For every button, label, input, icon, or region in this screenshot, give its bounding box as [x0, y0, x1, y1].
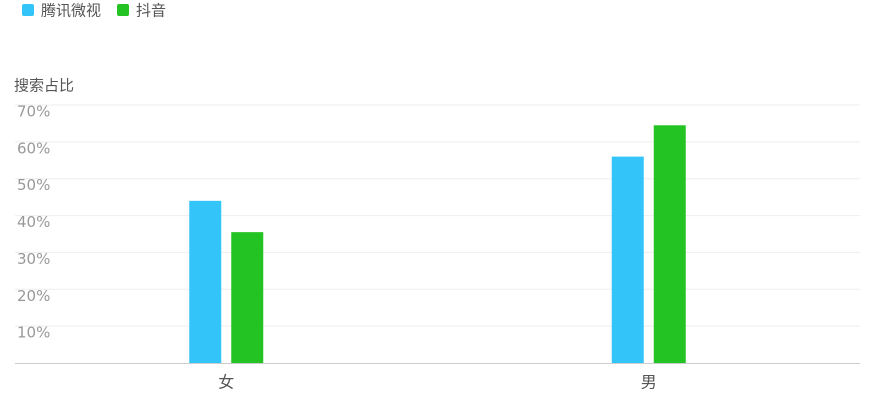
legend-label: 腾讯微视: [41, 2, 101, 20]
y-tick-label: 40%: [17, 213, 50, 231]
y-tick-label: 70%: [17, 103, 50, 121]
legend-swatch: [22, 4, 34, 16]
y-axis-label: 搜索占比: [14, 77, 74, 95]
bar: [189, 200, 222, 363]
y-tick-label: 30%: [17, 250, 50, 268]
bar: [653, 125, 686, 364]
legend-swatch: [117, 4, 130, 16]
x-tick-label: 男: [641, 373, 657, 392]
y-tick-label: 10%: [17, 324, 50, 342]
y-tick-label: 20%: [17, 287, 50, 305]
y-tick-label: 60%: [17, 139, 50, 157]
legend-label: 抖音: [136, 2, 166, 20]
x-tick-label: 女: [218, 373, 234, 392]
y-tick-label: 50%: [17, 176, 50, 194]
bar: [231, 232, 264, 363]
bar: [611, 156, 644, 363]
